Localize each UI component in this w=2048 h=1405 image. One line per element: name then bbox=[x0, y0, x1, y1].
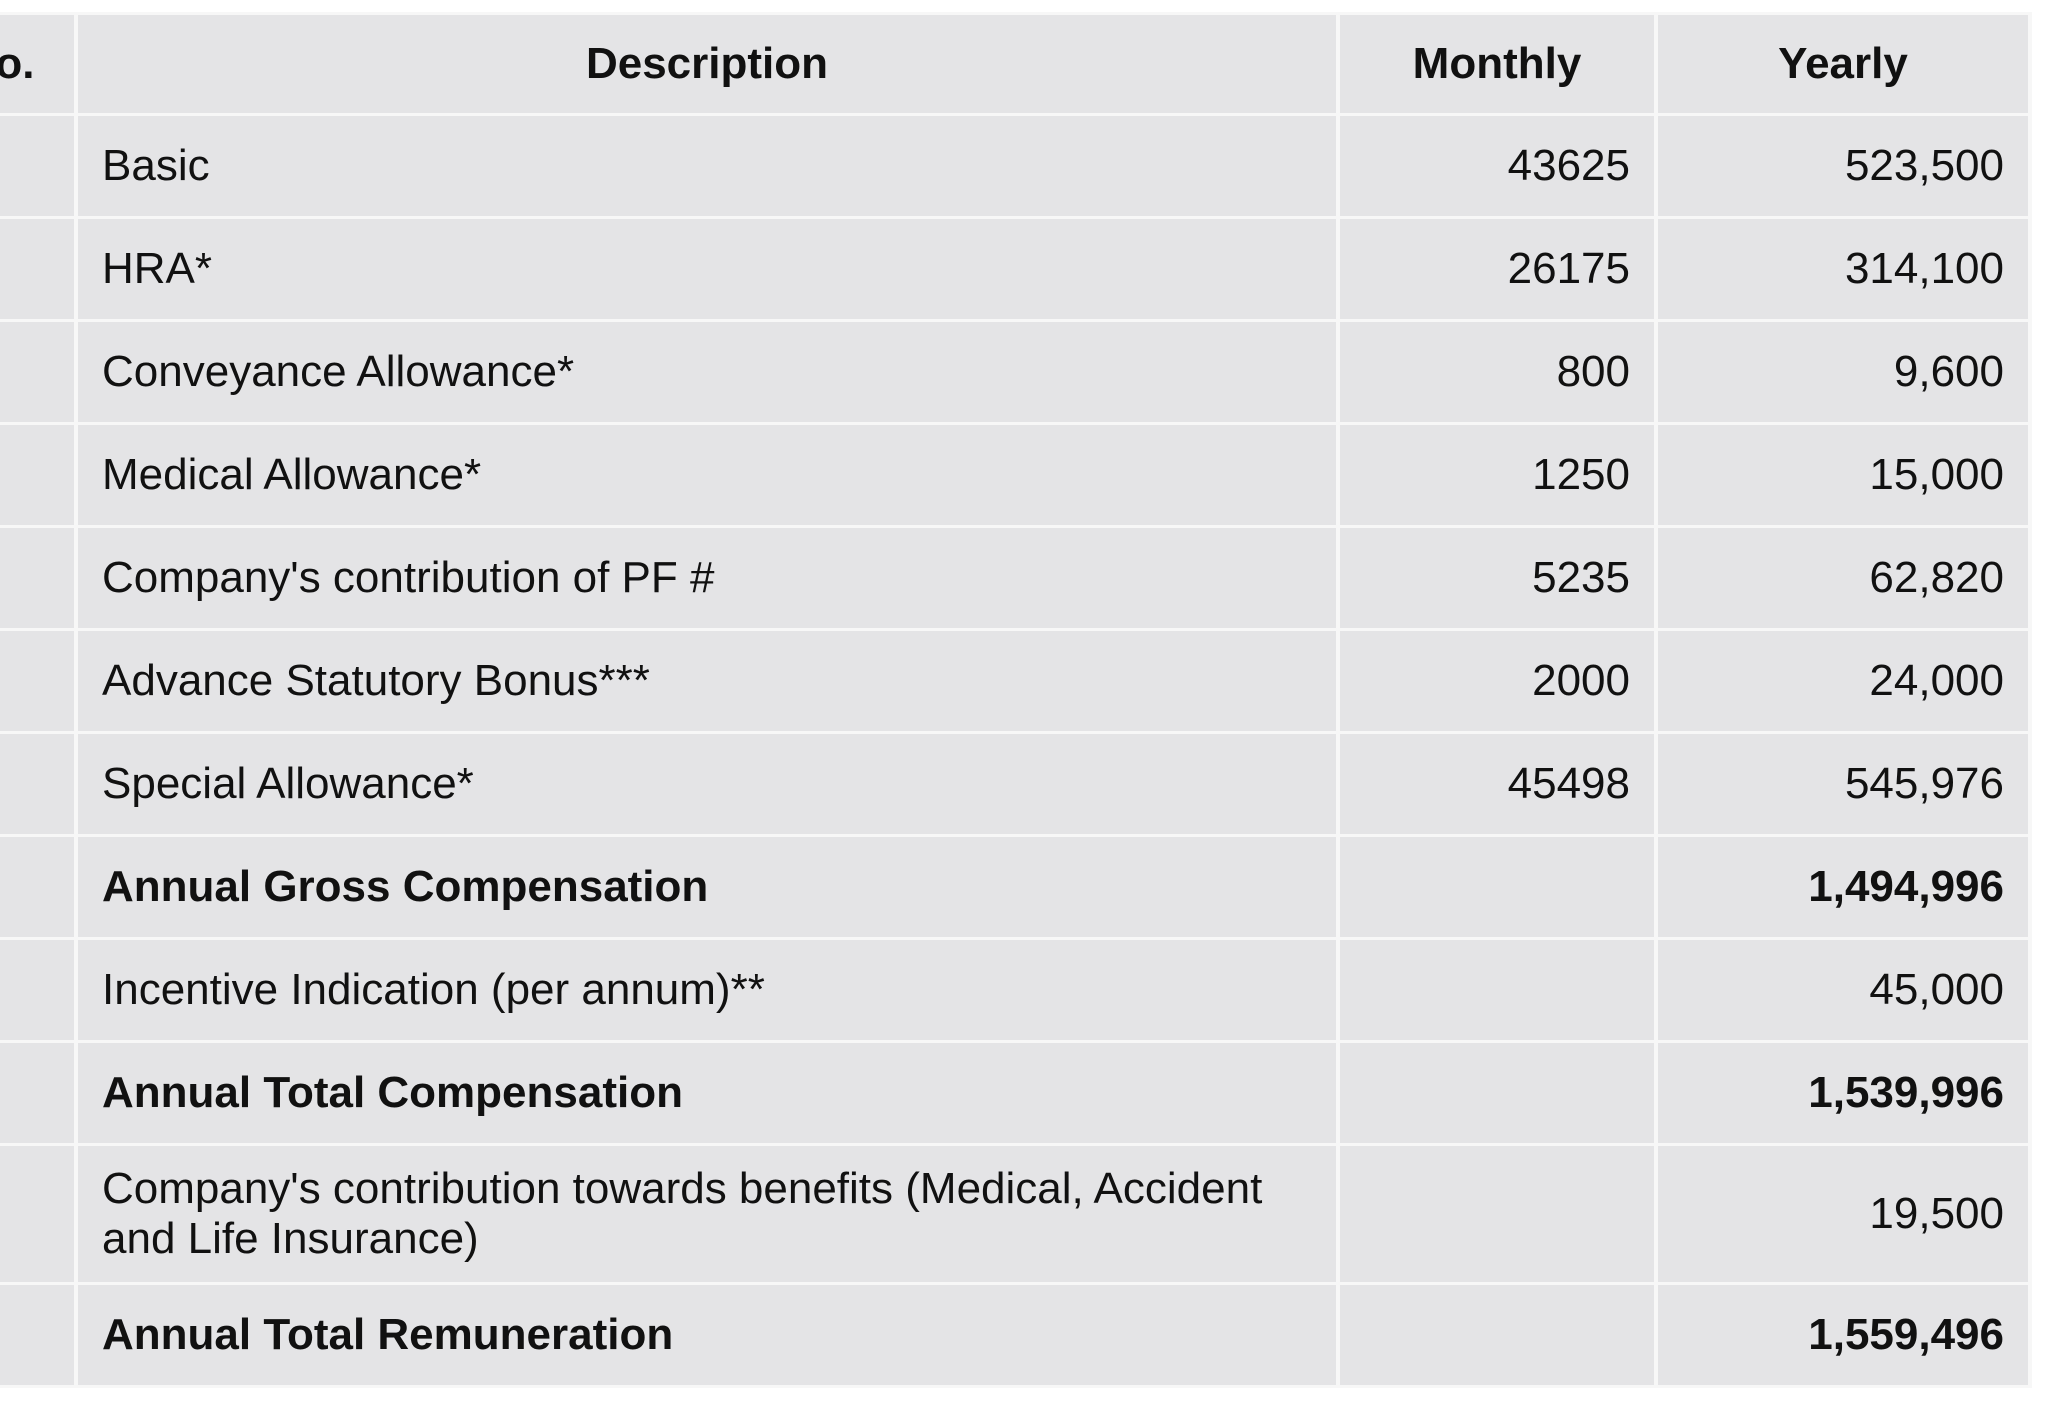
yearly-cell: 523,500 bbox=[1654, 113, 2032, 219]
yearly-cell: 9,600 bbox=[1654, 319, 2032, 425]
description-cell: Annual Gross Compensation bbox=[74, 834, 1340, 940]
description-cell: Company's contribution of PF # bbox=[74, 525, 1340, 631]
monthly-cell: 800 bbox=[1336, 319, 1658, 425]
monthly-cell: 26175 bbox=[1336, 216, 1658, 322]
monthly-cell bbox=[1336, 1040, 1658, 1146]
row-number-cell bbox=[0, 113, 78, 219]
table-row: Incentive Indication (per annum)** 45,00… bbox=[0, 937, 2032, 1043]
row-number-cell bbox=[0, 1282, 78, 1388]
yearly-cell: 545,976 bbox=[1654, 731, 2032, 837]
row-number-cell bbox=[0, 1040, 78, 1146]
yearly-cell: 45,000 bbox=[1654, 937, 2032, 1043]
row-number-cell bbox=[0, 1143, 78, 1285]
yearly-cell: 1,559,496 bbox=[1654, 1282, 2032, 1388]
description-cell: HRA* bbox=[74, 216, 1340, 322]
table-row: Advance Statutory Bonus*** 2000 24,000 bbox=[0, 628, 2032, 734]
table-header-row: No. Description Monthly Yearly bbox=[0, 12, 2032, 116]
table-row: Special Allowance* 45498 545,976 bbox=[0, 731, 2032, 837]
yearly-cell: 314,100 bbox=[1654, 216, 2032, 322]
monthly-cell bbox=[1336, 834, 1658, 940]
description-cell: Incentive Indication (per annum)** bbox=[74, 937, 1340, 1043]
row-number-cell bbox=[0, 422, 78, 528]
subtotal-row-total-compensation: Annual Total Compensation 1,539,996 bbox=[0, 1040, 2032, 1146]
table-row: Company's contribution of PF # 5235 62,8… bbox=[0, 525, 2032, 631]
monthly-cell: 5235 bbox=[1336, 525, 1658, 631]
table-row: Company's contribution towards benefits … bbox=[0, 1143, 2032, 1285]
monthly-cell bbox=[1336, 937, 1658, 1043]
monthly-cell: 45498 bbox=[1336, 731, 1658, 837]
description-cell: Medical Allowance* bbox=[74, 422, 1340, 528]
row-number-cell bbox=[0, 731, 78, 837]
table-row: Medical Allowance* 1250 15,000 bbox=[0, 422, 2032, 528]
monthly-cell: 1250 bbox=[1336, 422, 1658, 528]
header-monthly: Monthly bbox=[1336, 12, 1658, 116]
monthly-cell: 2000 bbox=[1336, 628, 1658, 734]
description-cell: Special Allowance* bbox=[74, 731, 1340, 837]
total-row-remuneration: Annual Total Remuneration 1,559,496 bbox=[0, 1282, 2032, 1388]
header-yearly: Yearly bbox=[1654, 12, 2032, 116]
row-number-cell bbox=[0, 834, 78, 940]
monthly-cell: 43625 bbox=[1336, 113, 1658, 219]
yearly-cell: 15,000 bbox=[1654, 422, 2032, 528]
table-row: Conveyance Allowance* 800 9,600 bbox=[0, 319, 2032, 425]
subtotal-row-gross: Annual Gross Compensation 1,494,996 bbox=[0, 834, 2032, 940]
row-number-cell bbox=[0, 319, 78, 425]
description-cell: Conveyance Allowance* bbox=[74, 319, 1340, 425]
yearly-cell: 24,000 bbox=[1654, 628, 2032, 734]
monthly-cell bbox=[1336, 1282, 1658, 1388]
description-cell: Annual Total Remuneration bbox=[74, 1282, 1340, 1388]
monthly-cell bbox=[1336, 1143, 1658, 1285]
row-number-cell bbox=[0, 525, 78, 631]
yearly-cell: 62,820 bbox=[1654, 525, 2032, 631]
row-number-cell bbox=[0, 216, 78, 322]
yearly-cell: 1,494,996 bbox=[1654, 834, 2032, 940]
header-no: No. bbox=[0, 12, 78, 116]
description-cell: Annual Total Compensation bbox=[74, 1040, 1340, 1146]
description-cell: Advance Statutory Bonus*** bbox=[74, 628, 1340, 734]
compensation-table: No. Description Monthly Yearly Basic 436… bbox=[0, 12, 2032, 1388]
yearly-cell: 19,500 bbox=[1654, 1143, 2032, 1285]
row-number-cell bbox=[0, 628, 78, 734]
description-cell: Company's contribution towards benefits … bbox=[74, 1143, 1340, 1285]
table-row: HRA* 26175 314,100 bbox=[0, 216, 2032, 322]
description-cell: Basic bbox=[74, 113, 1340, 219]
header-description: Description bbox=[74, 12, 1340, 116]
yearly-cell: 1,539,996 bbox=[1654, 1040, 2032, 1146]
row-number-cell bbox=[0, 937, 78, 1043]
table-row: Basic 43625 523,500 bbox=[0, 113, 2032, 219]
